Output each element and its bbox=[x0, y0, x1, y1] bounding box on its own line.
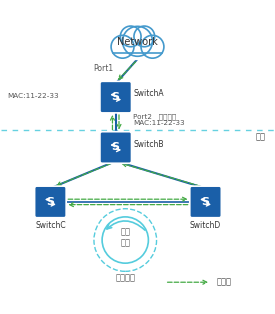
Circle shape bbox=[123, 26, 152, 56]
Text: SwitchB: SwitchB bbox=[133, 140, 164, 149]
FancyBboxPatch shape bbox=[100, 81, 131, 113]
Text: SwitchA: SwitchA bbox=[133, 89, 164, 98]
Text: MAC:11-22-33: MAC:11-22-33 bbox=[133, 120, 185, 126]
Text: S: S bbox=[46, 197, 54, 207]
Text: SwitchD: SwitchD bbox=[190, 221, 221, 230]
FancyBboxPatch shape bbox=[35, 186, 66, 218]
Text: SwitchC: SwitchC bbox=[35, 221, 66, 230]
Bar bbox=[113, 47, 162, 59]
Circle shape bbox=[120, 26, 141, 47]
Circle shape bbox=[134, 26, 155, 47]
Text: Port1: Port1 bbox=[93, 64, 113, 73]
Text: Port2   接入端口: Port2 接入端口 bbox=[133, 113, 177, 120]
Text: S: S bbox=[112, 92, 120, 102]
Text: S: S bbox=[112, 143, 120, 153]
Text: 广播
风暴: 广播 风暴 bbox=[120, 227, 130, 247]
Circle shape bbox=[141, 35, 164, 58]
FancyBboxPatch shape bbox=[100, 132, 131, 163]
Text: Network: Network bbox=[117, 37, 158, 47]
Text: 用户: 用户 bbox=[255, 133, 265, 142]
Text: 数据流: 数据流 bbox=[216, 278, 232, 287]
FancyBboxPatch shape bbox=[190, 186, 221, 218]
Circle shape bbox=[111, 35, 134, 58]
Text: 误接连线: 误接连线 bbox=[115, 273, 135, 283]
Text: MAC:11-22-33: MAC:11-22-33 bbox=[7, 93, 59, 99]
Text: S: S bbox=[202, 197, 210, 207]
